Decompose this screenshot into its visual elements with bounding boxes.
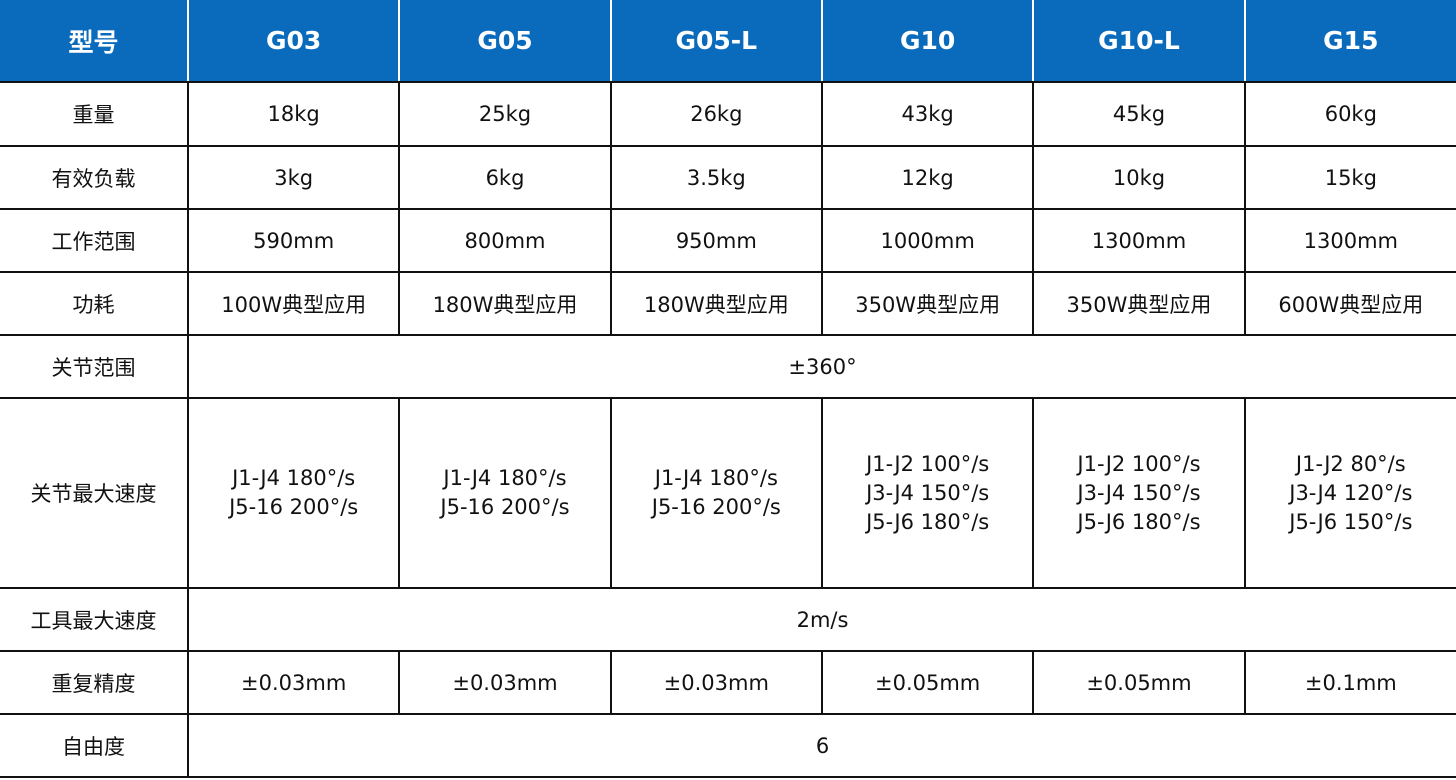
- spec-cell: 6kg: [398, 145, 612, 210]
- spec-row: 关节范围 ±360°: [0, 334, 1456, 399]
- spec-cell: 1000mm: [820, 208, 1035, 273]
- spec-row: 工作范围 590mm 800mm 950mm 1000mm 1300mm 1300mm: [0, 208, 1456, 273]
- spec-cell: 10kg: [1032, 145, 1246, 210]
- row-label: 重复精度: [0, 650, 189, 715]
- spec-cell: 3kg: [186, 145, 401, 210]
- spec-row: 有效负载 3kg 6kg 3.5kg 12kg 10kg 15kg: [0, 145, 1456, 210]
- spec-cell: 1300mm: [1032, 208, 1246, 273]
- header-cell: G03: [188, 0, 401, 83]
- spec-cell: 25kg: [398, 81, 612, 147]
- spec-cell: 180W典型应用: [398, 271, 612, 336]
- cell-line: J1-J4 180°/s: [232, 466, 356, 490]
- spec-cell: 950mm: [609, 208, 823, 273]
- cell-line: J5-16 200°/s: [651, 495, 781, 519]
- spec-cell: J1-J4 180°/s J5-16 200°/s: [186, 397, 401, 589]
- spec-cell: J1-J4 180°/s J5-16 200°/s: [609, 397, 823, 589]
- spec-cell: J1-J4 180°/s J5-16 200°/s: [398, 397, 612, 589]
- spec-cell: J1-J2 100°/s J3-J4 150°/s J5-J6 180°/s: [1032, 397, 1246, 589]
- spec-cell: J1-J2 100°/s J3-J4 150°/s J5-J6 180°/s: [820, 397, 1035, 589]
- row-label: 工作范围: [0, 208, 189, 273]
- cell-line: J1-J2 100°/s: [1077, 451, 1201, 476]
- header-cell: G05-L: [610, 0, 823, 83]
- spec-cell: J1-J2 80°/s J3-J4 120°/s J5-J6 150°/s: [1243, 397, 1456, 589]
- spec-cell: 26kg: [609, 81, 823, 147]
- cell-line: J1-J4 180°/s: [443, 466, 567, 490]
- cell-line: J1-J4 180°/s: [654, 466, 778, 490]
- header-row: 型号 G03 G05 G05-L G10 G10-L G15: [0, 0, 1456, 83]
- spec-row: 关节最大速度 J1-J4 180°/s J5-16 200°/s J1-J4 180°…: [0, 397, 1456, 589]
- spec-cell: ±0.05mm: [1032, 650, 1246, 715]
- cell-line: J5-J6 180°/s: [1077, 509, 1201, 534]
- cell-line: J1-J2 100°/s: [866, 451, 990, 476]
- spec-cell: 600W典型应用: [1243, 271, 1456, 336]
- header-cell: G05: [399, 0, 612, 83]
- cell-line: J1-J2 80°/s: [1295, 451, 1406, 476]
- row-label: 关节最大速度: [0, 397, 189, 589]
- spec-cell: 60kg: [1243, 81, 1456, 147]
- spec-cell: 18kg: [186, 81, 401, 147]
- spec-row: 功耗 100W典型应用 180W典型应用 180W典型应用 350W典型应用 350W典型…: [0, 271, 1456, 336]
- spec-cell: 6: [187, 713, 1456, 778]
- spec-row: 自由度 6: [0, 713, 1456, 778]
- spec-cell: 45kg: [1032, 81, 1246, 147]
- spec-cell: 590mm: [186, 208, 401, 273]
- spec-cell: 350W典型应用: [1032, 271, 1246, 336]
- spec-cell: 15kg: [1243, 145, 1456, 210]
- cell-line: J3-J4 150°/s: [866, 480, 990, 505]
- spec-cell: 2m/s: [187, 587, 1456, 652]
- spec-cell: ±0.03mm: [398, 650, 612, 715]
- spec-row: 重复精度 ±0.03mm ±0.03mm ±0.03mm ±0.05mm ±0.05mm ±…: [0, 650, 1456, 715]
- spec-row: 工具最大速度 2m/s: [0, 587, 1456, 652]
- header-cell: G15: [1244, 0, 1456, 83]
- cell-line: J5-16 200°/s: [440, 495, 570, 519]
- spec-cell: ±0.03mm: [186, 650, 401, 715]
- row-label: 工具最大速度: [0, 587, 189, 652]
- spec-row: 重量 18kg 25kg 26kg 43kg 45kg 60kg: [0, 81, 1456, 147]
- row-label: 关节范围: [0, 334, 189, 399]
- cell-line: J5-J6 150°/s: [1289, 509, 1413, 534]
- spec-cell: 12kg: [820, 145, 1035, 210]
- header-cell: G10-L: [1033, 0, 1246, 83]
- spec-cell: 1300mm: [1243, 208, 1456, 273]
- cell-line: J3-J4 150°/s: [1077, 480, 1201, 505]
- row-label: 自由度: [0, 713, 189, 778]
- spec-cell: ±0.1mm: [1243, 650, 1456, 715]
- header-cell: G10: [821, 0, 1035, 83]
- row-label: 功耗: [0, 271, 189, 336]
- spec-cell: ±360°: [187, 334, 1456, 399]
- row-label: 重量: [0, 81, 189, 147]
- spec-cell: ±0.03mm: [609, 650, 823, 715]
- cell-line: J5-16 200°/s: [229, 495, 359, 519]
- cell-line: J3-J4 120°/s: [1289, 480, 1413, 505]
- row-label: 有效负载: [0, 145, 189, 210]
- spec-cell: 180W典型应用: [609, 271, 823, 336]
- spec-cell: ±0.05mm: [820, 650, 1035, 715]
- spec-cell: 350W典型应用: [820, 271, 1035, 336]
- spec-cell: 43kg: [820, 81, 1035, 147]
- spec-cell: 3.5kg: [609, 145, 823, 210]
- header-cell: 型号: [0, 0, 189, 83]
- spec-cell: 800mm: [398, 208, 612, 273]
- spec-cell: 100W典型应用: [186, 271, 401, 336]
- cell-line: J5-J6 180°/s: [866, 509, 990, 534]
